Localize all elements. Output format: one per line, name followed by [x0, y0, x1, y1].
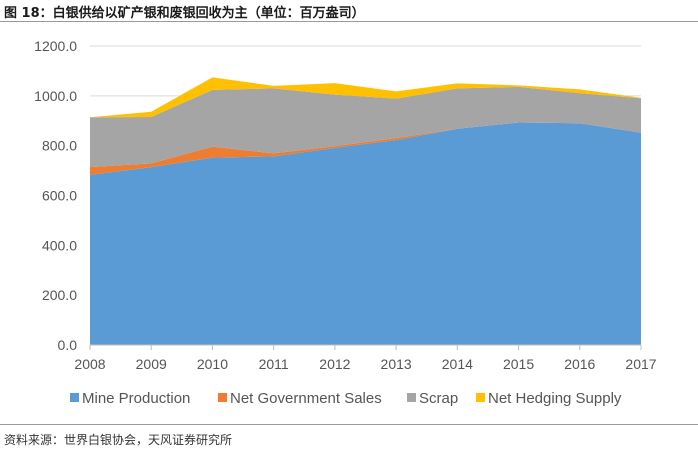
y-tick-label: 1000.0 — [34, 88, 77, 104]
x-tick-label: 2008 — [74, 356, 105, 372]
x-tick-label: 2017 — [625, 356, 656, 372]
legend-label-net-government-sales: Net Government Sales — [230, 390, 382, 407]
axes: 0.0 200.0 400.0 600.0 800.0 1000.0 1200.0 2008 2… — [34, 38, 657, 372]
y-tick-label: 800.0 — [42, 138, 77, 154]
x-tick-label: 2013 — [381, 356, 412, 372]
legend-swatch-mine-production — [70, 393, 79, 402]
area-net-hedging-supply — [90, 77, 641, 118]
area-series-group — [90, 77, 641, 346]
area-scrap — [90, 86, 641, 168]
figure-title: 图 18：白银供给以矿产银和废银回收为主（单位：百万盎司） — [4, 6, 365, 21]
y-tick-label: 400.0 — [42, 237, 77, 253]
legend-label-net-hedging-supply: Net Hedging Supply — [488, 390, 622, 407]
y-tick-label: 600.0 — [42, 188, 77, 204]
source-note: 资料来源：世界白银协会，天风证券研究所 — [4, 433, 233, 447]
x-tick-label: 2010 — [197, 356, 228, 372]
legend-swatch-net-government-sales — [218, 393, 227, 402]
title-divider — [0, 21, 698, 22]
y-tick-label: 1200.0 — [34, 38, 77, 54]
y-tick-label: 0.0 — [58, 337, 78, 353]
legend-swatch-scrap — [407, 393, 416, 402]
legend-label-mine-production: Mine Production — [82, 390, 190, 407]
legend-label-scrap: Scrap — [419, 390, 458, 407]
x-tick-label: 2009 — [136, 356, 167, 372]
x-tick-label: 2015 — [503, 356, 534, 372]
area-mine-production — [90, 122, 641, 346]
x-tick-label: 2012 — [319, 356, 350, 372]
y-tick-label: 200.0 — [42, 287, 77, 303]
x-tick-label: 2011 — [259, 356, 289, 372]
legend-swatch-net-hedging-supply — [476, 393, 485, 402]
legend: Mine Production Net Government Sales Scrap… — [70, 390, 622, 407]
x-tick-label: 2014 — [442, 356, 473, 372]
x-tick-label: 2016 — [564, 356, 595, 372]
footer-divider — [0, 424, 698, 425]
